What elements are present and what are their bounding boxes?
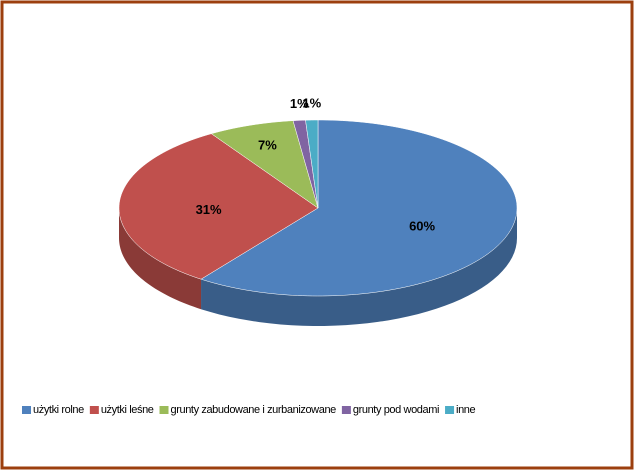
legend-label: użytki leśne: [101, 404, 154, 416]
pie-slice: [118, 133, 319, 280]
legend-label: grunty pod wodami: [353, 404, 439, 416]
legend-swatch: [89, 406, 99, 414]
pie: 60% 31% 7% 1%1%: [118, 96, 518, 326]
data-label: 1%: [290, 96, 309, 111]
pie-side: [201, 208, 517, 326]
legend-swatch: [159, 406, 169, 414]
pie-side: [119, 208, 202, 310]
legend-swatch: [341, 406, 351, 414]
pie-slice: [210, 120, 319, 209]
legend: użytki rolne użytki leśne grunty zabudowan…: [22, 404, 476, 416]
legend-label: użytki rolne: [33, 404, 84, 416]
data-label: 1%: [302, 96, 321, 111]
legend-label: grunty zabudowane i zurbanizowane: [171, 404, 337, 416]
pie-slice: [200, 119, 518, 297]
legend-swatch: [445, 406, 455, 414]
legend-label: inne: [456, 404, 475, 416]
data-label: 60%: [409, 218, 435, 233]
pie-slice: [305, 119, 319, 209]
data-label: 7%: [258, 137, 277, 152]
data-label: 31%: [196, 202, 222, 217]
legend-swatch: [22, 406, 31, 414]
